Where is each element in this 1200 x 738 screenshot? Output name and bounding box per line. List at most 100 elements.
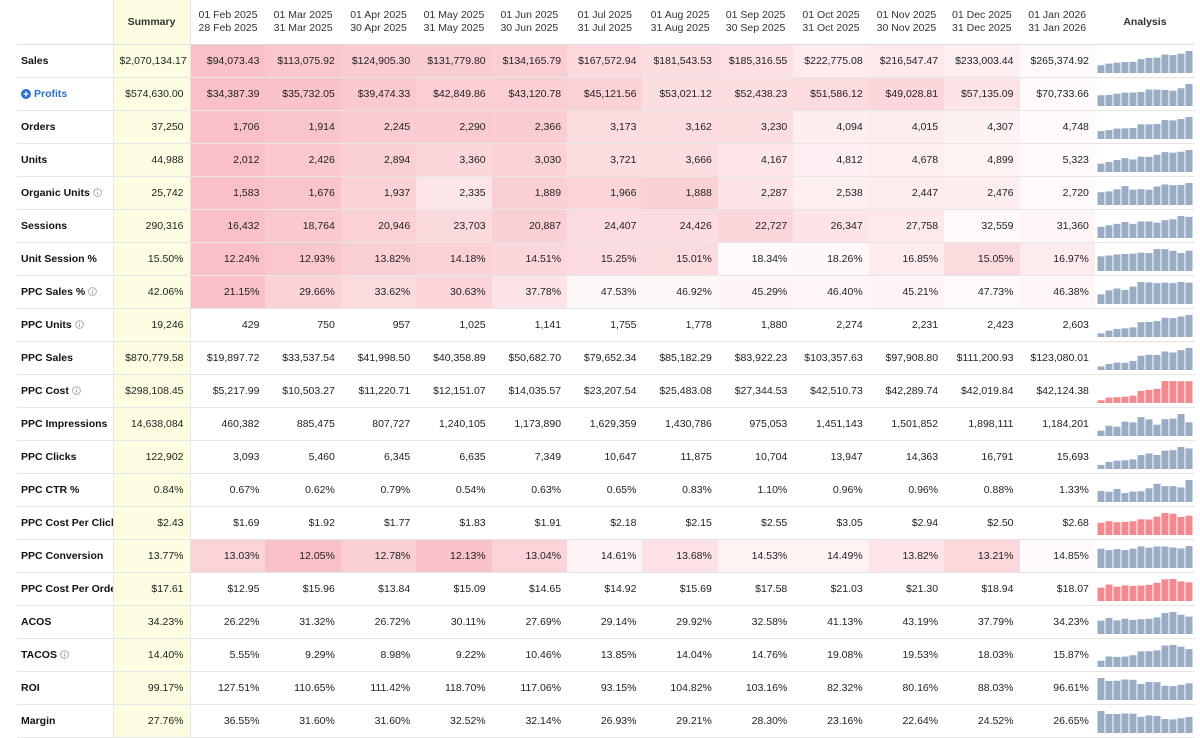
table-row: Units 44,988 2,012 2,426 2,894 3,360 3,030 3,72… [17,143,1195,177]
month-header: 01 Nov 2025 30 Nov 2025 [868,0,945,45]
spark-bar [1177,684,1185,700]
spark-bar [1113,460,1121,469]
summary-cell: $2,070,134.17 [112,44,191,78]
value-cell: 20,946 [340,209,417,243]
value-cell: 47.73% [944,275,1020,309]
sparkline-cell [1094,506,1195,540]
spark-bar [1137,716,1145,733]
report-table: Summary 01 Feb 2025 28 Feb 2025 01 Mar 2025… [17,0,1195,738]
value-cell: 1,914 [265,110,341,144]
spark-bar [1113,159,1121,172]
spark-bar [1097,677,1105,700]
row-label-text: PPC Sales [21,352,73,364]
value-cell: 19.53% [868,638,945,672]
spark-bar [1169,351,1177,370]
value-cell: $1.83 [416,506,492,540]
spark-bar [1153,388,1161,403]
value-cell: 1,755 [567,308,643,342]
value-cell: 3,162 [642,110,718,144]
spark-bar [1105,656,1113,667]
row-label-text: PPC Impressions [21,418,108,430]
row-label-text: ROI [21,682,40,694]
value-cell: 0.63% [491,473,568,507]
spark-bar [1177,717,1185,733]
summary-cell: 15.50% [112,242,191,276]
info-icon [88,287,97,296]
value-cell: 31,360 [1019,209,1095,243]
value-cell: 15.01% [642,242,718,276]
value-cell: 26,347 [793,209,869,243]
value-cell: $50,682.70 [491,341,568,375]
spark-bar [1105,63,1113,73]
value-cell: 29.66% [265,275,341,309]
spark-bar [1113,128,1121,139]
spark-bar [1105,397,1113,403]
spark-bar [1145,650,1153,667]
month-header: 01 Feb 2025 28 Feb 2025 [190,0,266,45]
row-label[interactable]: Profits [17,77,114,111]
value-cell: 20,887 [491,209,568,243]
sparkline-cell [1094,110,1195,144]
value-cell: $2.55 [717,506,794,540]
value-cell: 2,290 [416,110,492,144]
spark-bar [1145,252,1153,271]
spark-bar [1145,487,1153,502]
sparkline [1097,578,1193,601]
spark-bar [1097,94,1105,106]
value-cell: 2,012 [190,143,266,177]
value-cell: 0.67% [190,473,266,507]
value-cell: $167,572.94 [567,44,643,78]
spark-bar [1113,586,1121,601]
spark-bar [1177,646,1185,667]
summary-cell: 19,246 [112,308,191,342]
spark-bar [1169,611,1177,634]
spark-bar [1137,683,1145,700]
spark-bar [1161,450,1169,469]
spark-bar [1185,616,1193,634]
spark-bar [1153,320,1161,337]
value-cell: 10,704 [717,440,794,474]
spark-bar [1185,116,1193,139]
value-cell: 14.04% [642,638,718,672]
sparkline [1097,149,1193,172]
row-label-text: PPC Units [21,319,72,331]
row-label: Orders [17,110,114,144]
spark-bar [1153,516,1161,535]
spark-bar [1145,547,1153,568]
summary-cell: $574,630.00 [112,77,191,111]
summary-cell: 122,902 [112,440,191,474]
value-cell: 1,430,786 [642,407,718,441]
spark-bar [1169,718,1177,733]
spark-bar [1153,715,1161,733]
month-end: 31 Aug 2025 [650,22,710,34]
value-cell: 2,720 [1019,176,1095,210]
row-label-text: Margin [21,715,56,727]
corner-header [17,0,114,45]
value-cell: 13,947 [793,440,869,474]
value-cell: $83,922.23 [717,341,794,375]
page: {"table": { "columns": { "summary": "Sum… [17,0,1195,738]
spark-bar [1129,92,1137,106]
sparkline [1097,182,1193,205]
value-cell: 110.65% [265,671,341,705]
row-label: PPC Units [17,308,114,342]
row-label-text: Organic Units [21,187,90,199]
value-cell: 21.15% [190,275,266,309]
spark-bar [1161,54,1169,73]
value-cell: $11,220.71 [340,374,417,408]
spark-bar [1105,491,1113,502]
spark-bar [1113,656,1121,667]
value-cell: 11,875 [642,440,718,474]
spark-bar [1185,447,1193,469]
month-end: 31 Mar 2025 [273,22,333,34]
sparkline [1097,611,1193,634]
sparkline [1097,281,1193,304]
expand-plus [23,91,29,97]
value-cell: 41.13% [793,605,869,639]
value-cell: 46.92% [642,275,718,309]
value-cell: 4,812 [793,143,869,177]
spark-bar [1097,464,1105,469]
sparkline [1097,347,1193,370]
table-row: Orders 37,250 1,706 1,914 2,245 2,290 2,366 3,1… [17,110,1195,144]
spark-bar [1153,89,1161,106]
